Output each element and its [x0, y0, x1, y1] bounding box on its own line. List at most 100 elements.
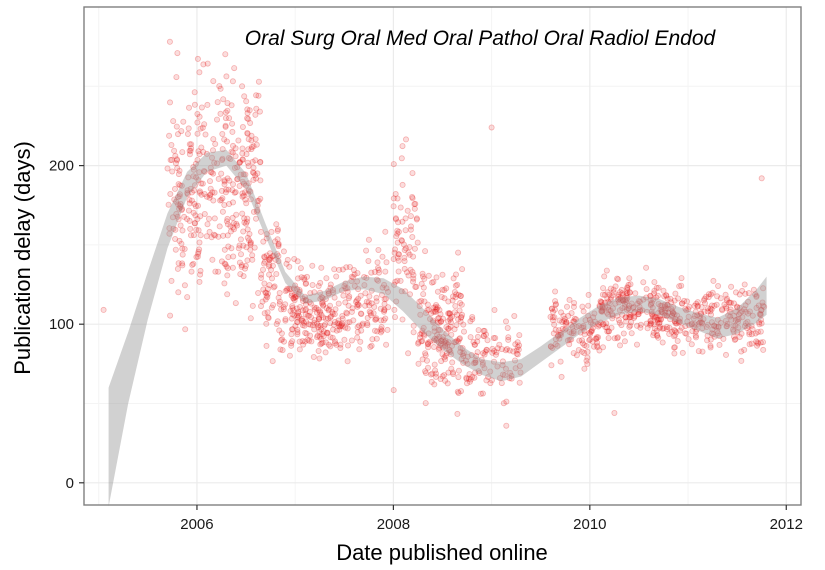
scatter-point: [597, 298, 604, 305]
scatter-point: [254, 207, 261, 214]
scatter-point: [196, 113, 203, 120]
scatter-point: [354, 278, 361, 285]
scatter-point: [716, 341, 723, 348]
scatter-point: [749, 326, 756, 333]
scatter-point: [395, 219, 402, 226]
scatter-point: [336, 326, 343, 333]
scatter-point: [455, 316, 462, 323]
scatter-point: [259, 266, 266, 273]
scatter-point: [357, 338, 364, 345]
scatter-point: [280, 306, 287, 313]
scatter-point: [647, 302, 654, 309]
scatter-point: [481, 365, 488, 372]
scatter-point: [745, 290, 752, 297]
scatter-point: [575, 346, 582, 353]
scatter-point: [632, 290, 639, 297]
scatter-point: [419, 337, 426, 344]
scatter-point: [208, 234, 215, 241]
scatter-point: [421, 298, 428, 305]
scatter-point: [624, 286, 631, 293]
scatter-point: [443, 324, 450, 331]
scatter-point: [470, 360, 477, 367]
scatter-point: [186, 141, 193, 148]
scatter-point: [373, 298, 380, 305]
scatter-point: [423, 357, 430, 364]
scatter-point: [208, 169, 215, 176]
scatter-point: [252, 215, 259, 222]
scatter-point: [240, 171, 247, 178]
scatter-point: [445, 339, 452, 346]
scatter-point: [195, 177, 202, 184]
scatter-point: [722, 291, 729, 298]
scatter-point: [586, 329, 593, 336]
scatter-point: [287, 286, 294, 293]
scatter-point: [660, 325, 667, 332]
scatter-point: [287, 307, 294, 314]
scatter-point: [654, 316, 661, 323]
scatter-point: [732, 336, 739, 343]
scatter-point: [228, 245, 235, 252]
major-gridlines: [84, 7, 801, 505]
scatter-point: [726, 299, 733, 306]
scatter-point: [753, 293, 760, 300]
scatter-point: [419, 356, 426, 363]
scatter-point: [661, 301, 668, 308]
scatter-point: [605, 335, 612, 342]
scatter-point: [324, 330, 331, 337]
scatter-point: [430, 317, 437, 324]
scatter-point: [179, 260, 186, 267]
scatter-point: [693, 300, 700, 307]
scatter-point: [354, 301, 361, 308]
scatter-point: [276, 289, 283, 296]
scatter-point: [220, 96, 227, 103]
scatter-point: [284, 285, 291, 292]
scatter-point: [348, 308, 355, 315]
scatter-point: [402, 245, 409, 252]
scatter-point: [315, 315, 322, 322]
scatter-point: [599, 291, 606, 298]
scatter-point: [331, 294, 338, 301]
scatter-point: [583, 357, 590, 364]
scatter-point: [236, 158, 243, 165]
scatter-point: [480, 350, 487, 357]
scatter-point: [280, 304, 287, 311]
scatter-point: [608, 294, 615, 301]
scatter-point: [455, 338, 462, 345]
scatter-point: [176, 191, 183, 198]
scatter-point: [419, 327, 426, 334]
scatter-point: [200, 167, 207, 174]
scatter-point: [249, 302, 256, 309]
scatter-point: [291, 255, 298, 262]
scatter-point: [502, 365, 509, 372]
scatter-point: [311, 306, 318, 313]
scatter-point: [469, 373, 476, 380]
scatter-point: [229, 78, 236, 85]
scatter-point: [410, 329, 417, 336]
scatter-point: [395, 268, 402, 275]
scatter-point: [244, 226, 251, 233]
scatter-point: [603, 267, 610, 274]
scatter-point: [697, 319, 704, 326]
scatter-point: [568, 310, 575, 317]
scatter-point: [173, 123, 180, 130]
scatter-point: [350, 266, 357, 273]
scatter-point: [708, 311, 715, 318]
scatter-point: [288, 340, 295, 347]
scatter-point: [343, 264, 350, 271]
scatter-point: [446, 346, 453, 353]
scatter-point: [552, 301, 559, 308]
scatter-point: [239, 150, 246, 157]
scatter-point: [176, 167, 183, 174]
scatter-point: [589, 321, 596, 328]
scatter-point: [394, 239, 401, 246]
scatter-point: [459, 311, 466, 318]
scatter-point: [760, 346, 767, 353]
scatter-point: [607, 296, 614, 303]
scatter-point: [433, 274, 440, 281]
scatter-point: [728, 316, 735, 323]
scatter-point: [436, 306, 443, 313]
scatter-point: [647, 321, 654, 328]
scatter-point: [688, 341, 695, 348]
scatter-point: [668, 299, 675, 306]
scatter-point: [189, 261, 196, 268]
